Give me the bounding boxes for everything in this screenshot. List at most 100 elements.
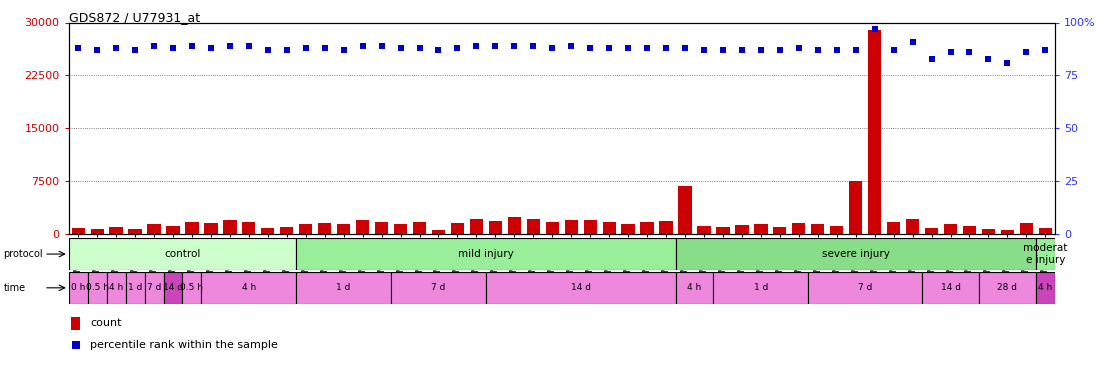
Bar [486,272,676,304]
Point [904,39,922,45]
Point [676,45,694,51]
Point [998,60,1016,66]
Bar [144,272,164,304]
Bar [164,272,183,304]
Bar [183,272,202,304]
Bar [922,272,979,304]
Bar [584,219,597,234]
Text: 14 d: 14 d [163,284,183,292]
Point [657,45,675,51]
Point [449,45,466,51]
Bar [1036,272,1055,304]
Bar [809,272,922,304]
Text: severe injury: severe injury [822,249,890,259]
Bar [299,224,312,234]
Bar [830,226,843,234]
Bar [622,224,635,234]
Text: 1 d: 1 d [127,284,142,292]
Text: mild injury: mild injury [458,249,514,259]
Point [695,47,712,53]
Bar [736,225,749,234]
Bar [413,222,427,234]
Bar [697,226,710,234]
Bar [811,224,824,234]
Point [619,45,637,51]
Bar [676,272,714,304]
Text: 4 h: 4 h [109,284,123,292]
Bar [451,223,464,234]
Bar [906,219,920,234]
Bar [204,223,217,234]
Text: 1 d: 1 d [337,284,351,292]
Bar [849,182,862,234]
Bar [296,238,676,270]
Text: 4 h: 4 h [687,284,701,292]
Point [1036,47,1054,53]
Text: 7 d: 7 d [431,284,445,292]
Point [790,45,808,51]
Bar [716,227,729,234]
Bar [91,230,104,234]
Point [563,43,581,49]
Bar [261,228,275,234]
Bar [69,238,296,270]
Point [961,49,978,55]
Bar [792,223,806,234]
Text: 28 d: 28 d [997,284,1017,292]
Bar [432,230,445,234]
Bar [356,220,369,234]
Point [372,43,390,49]
Point [752,47,770,53]
Bar [106,272,125,304]
Bar [147,224,161,234]
Text: 4 h: 4 h [1038,284,1053,292]
Bar [88,272,106,304]
Bar [391,272,486,304]
Bar [963,226,976,234]
Bar [888,222,901,234]
Bar [69,272,88,304]
Point [771,47,789,53]
Text: control: control [164,249,201,259]
Text: 0.5 h: 0.5 h [181,284,204,292]
Text: moderat
e injury: moderat e injury [1023,243,1067,265]
Bar [296,272,391,304]
Text: 4 h: 4 h [242,284,256,292]
Bar [565,220,578,234]
Point [411,45,429,51]
Point [733,47,751,53]
Point [865,26,883,32]
Point [259,47,277,53]
Bar [979,272,1036,304]
Bar [470,219,483,234]
Bar [925,228,938,234]
Point [145,43,163,49]
Text: 14 d: 14 d [941,284,961,292]
Text: time: time [3,283,25,293]
Text: percentile rank within the sample: percentile rank within the sample [90,340,278,350]
Point [335,47,352,53]
Bar [1038,228,1051,234]
Bar [71,316,80,330]
Bar [640,222,654,234]
Point [714,47,731,53]
Point [468,43,485,49]
Bar [489,221,502,234]
Bar [223,220,236,234]
Point [316,45,334,51]
Text: GDS872 / U77931_at: GDS872 / U77931_at [69,11,199,24]
Text: 0.5 h: 0.5 h [85,284,109,292]
Point [505,43,523,49]
Point [601,45,618,51]
Text: 7 d: 7 d [147,284,162,292]
Bar [676,238,1036,270]
Bar [659,221,673,234]
Bar [982,229,995,234]
Text: 0 h: 0 h [71,284,85,292]
Point [164,45,182,51]
Bar [526,219,540,234]
Point [392,45,410,51]
Text: 7 d: 7 d [858,284,872,292]
Bar [1036,238,1055,270]
Point [582,45,599,51]
